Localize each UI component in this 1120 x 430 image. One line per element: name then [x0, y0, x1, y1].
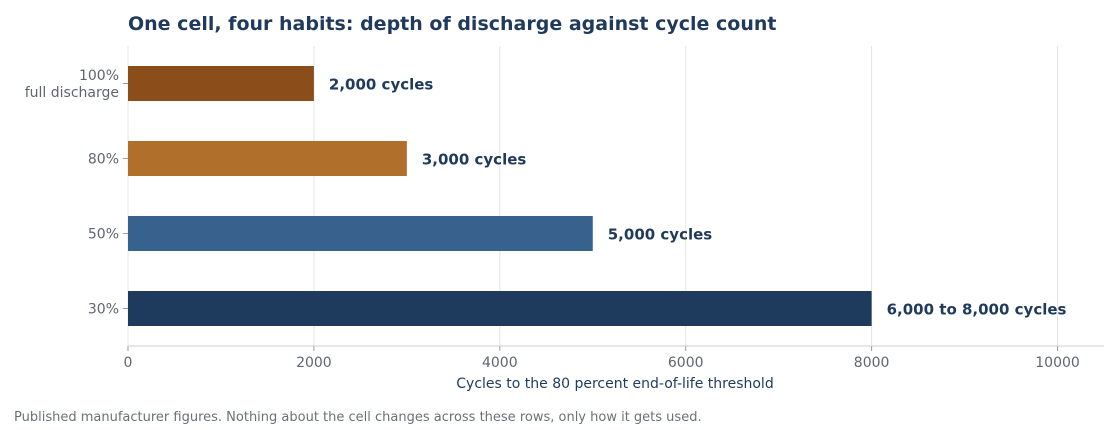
data-label: 2,000 cycles [329, 76, 434, 94]
data-label: 3,000 cycles [422, 151, 527, 169]
bar [128, 141, 407, 176]
category-label: 80% [88, 152, 119, 168]
x-tick-label: 0 [124, 355, 133, 371]
bar [128, 66, 314, 101]
category-label: 50% [88, 227, 119, 243]
data-label: 5,000 cycles [608, 226, 713, 244]
x-tick-label: 10000 [1035, 355, 1080, 371]
bar [128, 291, 872, 326]
data-label: 6,000 to 8,000 cycles [887, 301, 1067, 319]
x-axis-label: Cycles to the 80 percent end-of-life thr… [456, 376, 773, 392]
bar-layer [128, 66, 872, 326]
category-label: 100% [79, 68, 119, 84]
category-label: 30% [88, 302, 119, 318]
bar [128, 216, 593, 251]
x-tick-label: 6000 [668, 355, 704, 371]
axis-layer: 0 2000 4000 6000 8000 10000 [123, 83, 1104, 371]
footnote: Published manufacturer figures. Nothing … [14, 410, 702, 425]
chart-title: One cell, four habits: depth of discharg… [128, 13, 777, 35]
label-layer: 100%full discharge 2,000 cycles 80% 3,000 c… [25, 68, 1067, 319]
x-tick-label: 4000 [482, 355, 518, 371]
x-tick-label: 8000 [854, 355, 890, 371]
x-tick-label: 2000 [296, 355, 332, 371]
category-label: full discharge [25, 85, 119, 101]
